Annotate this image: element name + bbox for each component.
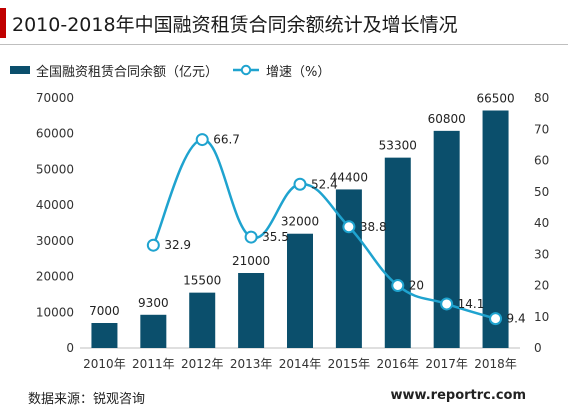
growth-point xyxy=(244,230,258,244)
bar xyxy=(238,273,265,348)
legend-bar-label: 全国融资租赁合同余额（亿元） xyxy=(36,64,219,80)
bar-value-label: 66500 xyxy=(476,92,514,106)
bar xyxy=(189,292,216,348)
legend-bar-swatch xyxy=(10,66,30,74)
growth-value-label: 9.4 xyxy=(507,312,526,326)
x-tick-label: 2017年 xyxy=(425,357,468,371)
y-right-tick-label: 60 xyxy=(534,154,549,168)
growth-value-label: 52.4 xyxy=(311,177,338,191)
title-accent-bar xyxy=(0,8,6,38)
bar xyxy=(433,130,460,348)
y-right-tick-label: 40 xyxy=(534,216,549,230)
x-tick-label: 2016年 xyxy=(377,357,420,371)
bar xyxy=(335,189,362,348)
y-right-tick-label: 10 xyxy=(534,310,549,324)
x-tick-label: 2010年 xyxy=(83,357,126,371)
growth-point xyxy=(391,279,405,292)
y-left-tick-label: 20000 xyxy=(36,270,74,284)
growth-point xyxy=(440,297,454,311)
bar xyxy=(384,157,411,348)
y-left-tick-label: 50000 xyxy=(36,162,74,176)
y-left-tick-label: 0 xyxy=(66,341,74,355)
chart-legend: 全国融资租赁合同余额（亿元） 增速（%） xyxy=(10,60,344,80)
bar xyxy=(482,110,509,348)
y-left-tick-label: 10000 xyxy=(36,305,74,319)
legend-line-swatch xyxy=(233,64,260,76)
title-bar: 2010-2018年中国融资租赁合同余额统计及增长情况 xyxy=(0,0,568,46)
x-tick-label: 2012年 xyxy=(181,357,224,371)
growth-point xyxy=(342,220,356,234)
legend-item-growth: 增速（%） xyxy=(232,61,330,80)
legend-item-balance: 全国融资租赁合同余额（亿元） xyxy=(10,61,218,80)
growth-value-label: 38.8 xyxy=(360,220,387,234)
y-right-tick-label: 50 xyxy=(534,185,549,199)
growth-value-label: 20 xyxy=(409,279,424,293)
bar-value-label: 53300 xyxy=(379,139,417,153)
bar-value-label: 7000 xyxy=(89,304,120,318)
bar xyxy=(91,323,118,348)
y-left-tick-label: 70000 xyxy=(36,91,74,105)
bar-value-label: 15500 xyxy=(183,274,221,288)
y-left-tick-label: 60000 xyxy=(36,127,74,141)
bar-value-label: 44400 xyxy=(330,170,368,184)
title-divider xyxy=(0,44,568,45)
growth-value-label: 35.5 xyxy=(262,230,289,244)
x-tick-label: 2015年 xyxy=(328,357,371,371)
growth-value-label: 32.9 xyxy=(164,238,191,252)
y-right-tick-label: 20 xyxy=(534,279,549,293)
y-right-tick-label: 0 xyxy=(534,341,542,355)
data-source: 数据来源：锐观咨询 xyxy=(28,392,146,407)
site-url: www.reportrc.com xyxy=(390,388,526,403)
y-left-tick-label: 30000 xyxy=(36,234,74,248)
y-right-tick-label: 80 xyxy=(534,91,549,105)
growth-point xyxy=(489,312,503,326)
x-tick-label: 2018年 xyxy=(474,357,517,371)
legend-line-label: 增速（%） xyxy=(266,64,331,80)
bar-value-label: 32000 xyxy=(281,215,319,229)
growth-value-label: 66.7 xyxy=(213,133,240,147)
chart-title: 2010-2018年中国融资租赁合同余额统计及增长情况 xyxy=(12,14,458,36)
y-right-tick-label: 30 xyxy=(534,247,549,261)
x-tick-label: 2013年 xyxy=(230,357,273,371)
growth-point xyxy=(146,238,160,252)
bar-value-label: 9300 xyxy=(138,296,169,310)
growth-point xyxy=(293,177,307,191)
growth-value-label: 14.1 xyxy=(458,297,485,311)
bar xyxy=(140,314,167,348)
growth-point xyxy=(195,133,209,147)
x-tick-label: 2014年 xyxy=(279,357,322,371)
y-left-tick-label: 40000 xyxy=(36,198,74,212)
bar-value-label: 60800 xyxy=(428,112,466,126)
y-right-tick-label: 70 xyxy=(534,122,549,136)
x-tick-label: 2011年 xyxy=(132,357,175,371)
bar xyxy=(287,233,313,348)
bar-value-label: 21000 xyxy=(232,254,270,268)
